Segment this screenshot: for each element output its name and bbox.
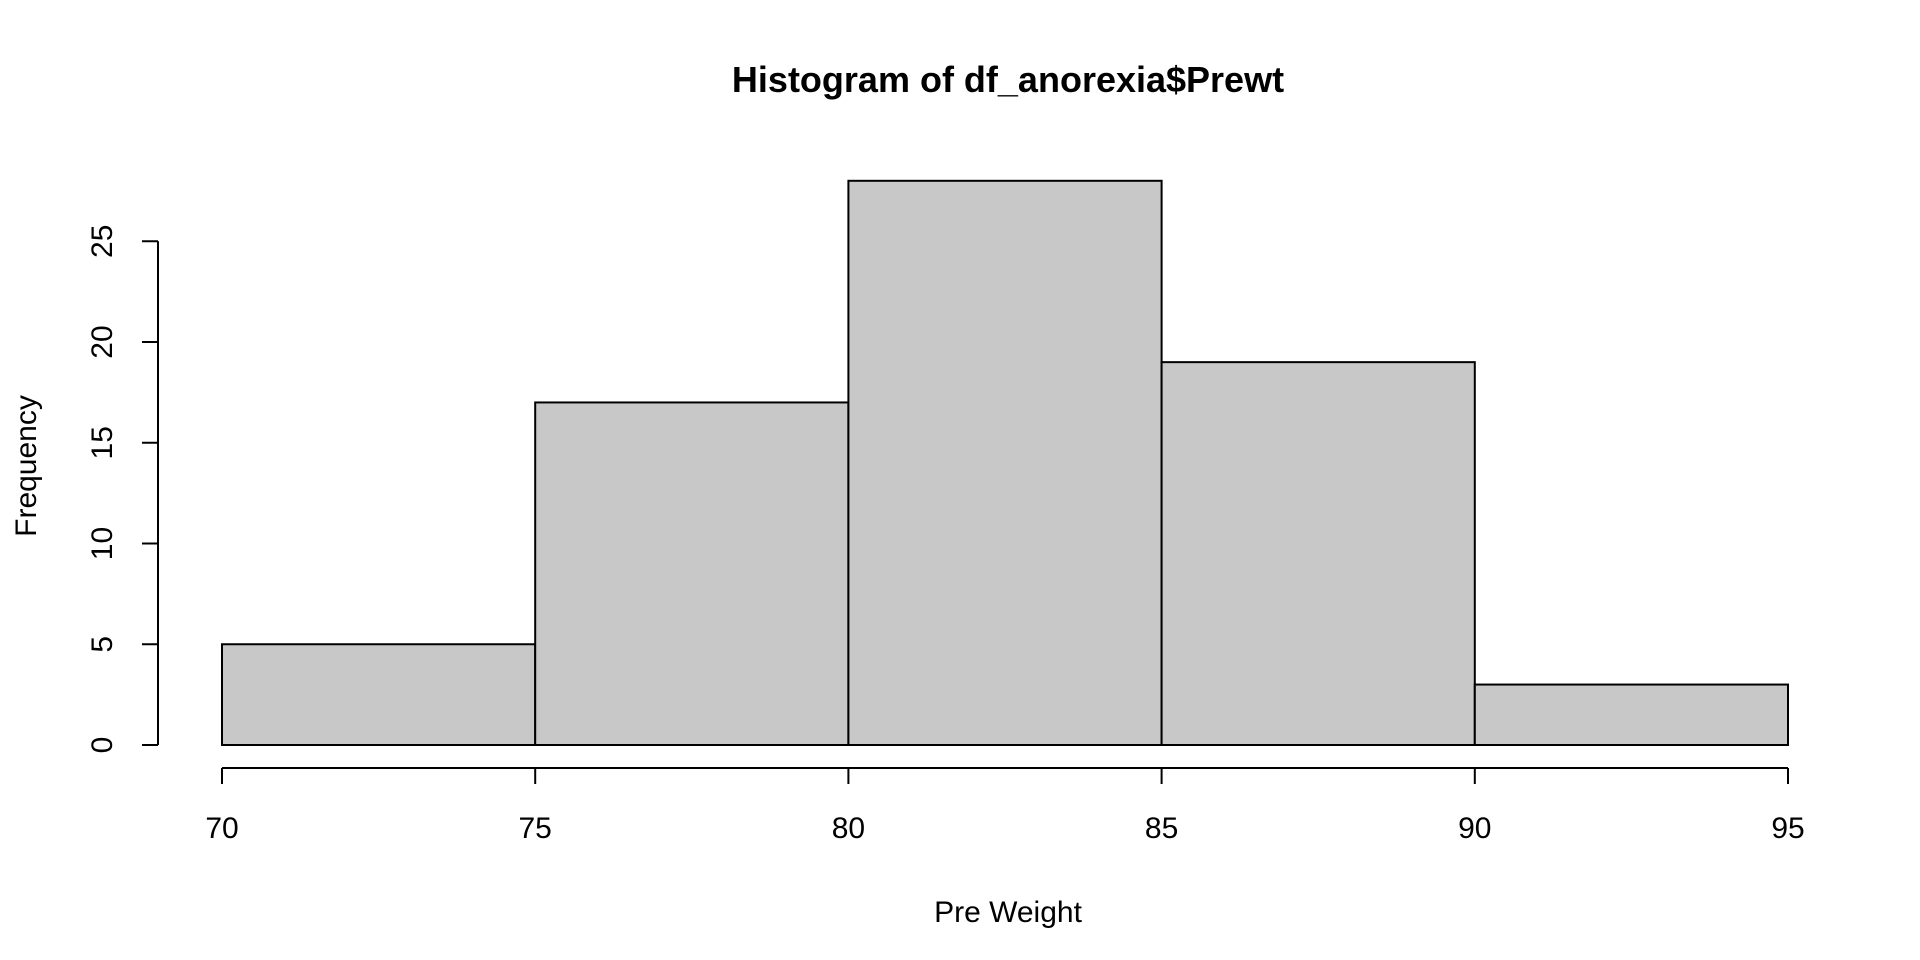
x-tick-label: 95 <box>1771 812 1804 845</box>
y-axis-label: Frequency <box>10 395 43 537</box>
y-tick-label: 5 <box>86 636 119 653</box>
chart-title: Histogram of df_anorexia$Prewt <box>732 59 1284 100</box>
bars-group <box>221 179 1790 747</box>
x-tick-label: 70 <box>205 812 238 845</box>
histogram-bar-90-95 <box>1473 683 1790 746</box>
y-tick-label: 0 <box>86 737 119 754</box>
y-axis: 0 5 10 15 20 25 <box>86 225 159 754</box>
histogram-bar-75-80 <box>534 401 850 746</box>
histogram-bar-80-85 <box>847 179 1163 747</box>
y-tick-label: 10 <box>86 527 119 560</box>
y-tick-label: 15 <box>86 426 119 459</box>
x-axis: 70 75 80 85 90 95 <box>205 767 1805 845</box>
x-tick-label: 85 <box>1145 812 1178 845</box>
x-axis-label: Pre Weight <box>934 896 1083 929</box>
histogram-bar-85-90 <box>1160 361 1476 746</box>
histogram-bar-70-75 <box>221 643 537 746</box>
x-tick-label: 90 <box>1458 812 1491 845</box>
x-tick-label: 80 <box>832 812 865 845</box>
y-tick-label: 25 <box>86 225 119 258</box>
x-tick-label: 75 <box>519 812 552 845</box>
y-tick-label: 20 <box>86 325 119 358</box>
